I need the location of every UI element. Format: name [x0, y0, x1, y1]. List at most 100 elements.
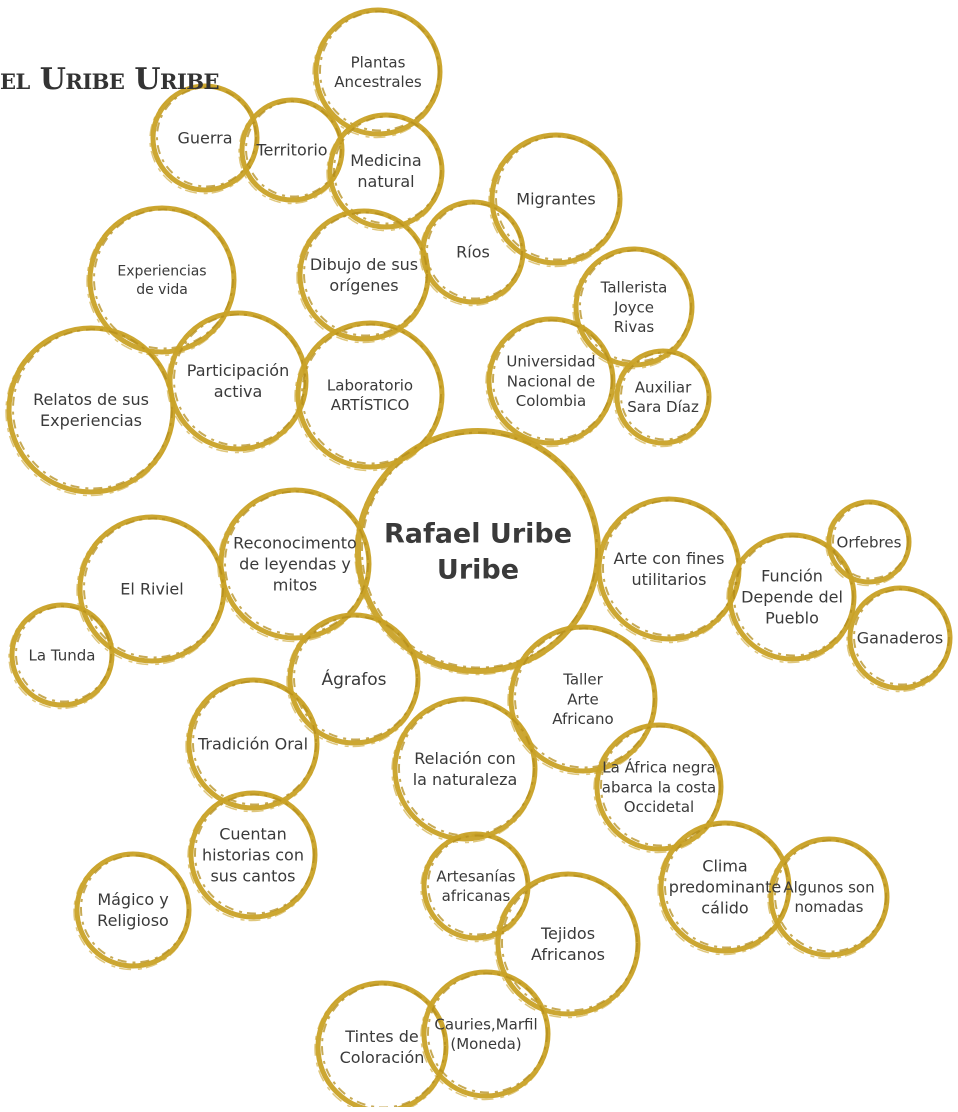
node-ring-universidad	[485, 316, 616, 448]
node-ring-funcion	[726, 532, 857, 664]
node-label-line: Ganaderos	[857, 629, 944, 648]
node-label-line: Relación con	[414, 749, 515, 768]
node-label-line: Joyce	[613, 298, 654, 316]
node-label-line: Artesanías	[436, 867, 515, 885]
node-label-line: Territorio	[255, 141, 327, 160]
node-ring-cuentan	[187, 790, 318, 922]
node-label-line: Medicina	[350, 151, 421, 170]
node-ring-tallerista	[572, 246, 695, 370]
node-label-line: natural	[357, 172, 414, 191]
node-label-line: Experiencias	[117, 264, 206, 280]
node-ring-tradicion	[185, 677, 320, 813]
node-label-guerra: Guerra	[177, 129, 232, 148]
node-label-line: Occidetal	[624, 798, 694, 816]
node-label-line: Reconocimento	[233, 533, 357, 552]
node-label-line: Cuentan	[219, 824, 287, 843]
node-label-line: historias con	[202, 846, 304, 865]
node-ring-auxiliar	[613, 348, 712, 448]
node-label-cuentan: Cuentan historias con sus cantos	[202, 824, 304, 885]
node-ring-migrantes	[488, 132, 623, 268]
node-ring-tunda	[8, 602, 115, 710]
node-label-line: Clima	[702, 856, 747, 875]
node-label-line: Función	[761, 566, 823, 585]
node-ring-cauries	[420, 969, 551, 1101]
node-label-line: La Tunda	[29, 646, 96, 664]
node-label-line: mitos	[273, 576, 317, 595]
node-label-line: orígenes	[329, 276, 398, 295]
node-label-relatos: Relatos de sus Experiencias	[33, 390, 149, 430]
node-label-relacion: Relación con la naturaleza	[413, 749, 518, 789]
node-label-line: Ríos	[456, 243, 490, 262]
node-ring-orfebres	[825, 499, 912, 587]
node-label-center: Rafael Uribe Uribe	[384, 519, 572, 586]
node-label-africa: La África negra abarca la costa Occidetal	[602, 757, 716, 816]
node-label-line: Guerra	[177, 129, 232, 148]
node-ring-experiencias	[86, 205, 237, 357]
node-label-line: Relatos de sus	[33, 390, 149, 409]
node-label-line: cálido	[701, 899, 748, 918]
node-label-line: abarca la costa	[602, 778, 716, 796]
node-ring-tejidos	[494, 871, 641, 1019]
node-label-line: La África negra	[602, 757, 715, 776]
node-label-cauries: Cauries,Marfil (Moneda)	[434, 1015, 537, 1053]
node-label-line: Tejidos	[540, 924, 595, 943]
node-label-line: Tradición Oral	[197, 735, 308, 754]
node-ring-relacion	[391, 696, 538, 844]
node-label-line: activa	[214, 382, 263, 401]
node-label-magico: Mágico y Religioso	[97, 890, 169, 930]
node-label-line: Laboratorio	[327, 376, 413, 394]
node-label-line: Universidad	[506, 352, 595, 370]
node-label-line: la naturaleza	[413, 770, 518, 789]
node-ring-taller	[507, 624, 658, 776]
node-label-line: Tintes de	[344, 1027, 418, 1046]
node-label-line: Orfebres	[837, 533, 902, 551]
node-label-line: Migrantes	[516, 190, 595, 209]
node-label-line: Tallerista	[600, 278, 668, 296]
node-label-line: Mágico y	[97, 890, 168, 909]
node-label-arte-fines: Arte con fines utilitarios	[614, 549, 725, 589]
node-ring-medicina	[326, 112, 445, 232]
node-label-line: Sara Díaz	[627, 398, 699, 416]
node-label-line: Taller	[562, 670, 603, 688]
node-label-line: Experiencias	[40, 411, 142, 430]
node-ring-territorio	[238, 97, 345, 205]
node-label-line: Ancestrales	[334, 73, 422, 91]
node-label-medicina: Medicina natural	[350, 151, 421, 191]
node-ring-ganaderos	[846, 585, 953, 693]
node-label-line: Pueblo	[765, 609, 819, 628]
node-label-line: predominante	[669, 878, 781, 897]
node-label-algunos: Algunos son nomadas	[783, 878, 874, 916]
node-ring-agrafos	[286, 612, 421, 748]
node-label-line: sus cantos	[210, 867, 295, 886]
node-label-auxiliar: Auxiliar Sara Díaz	[627, 378, 699, 416]
node-ring-clima	[657, 820, 792, 956]
node-label-funcion: Función Depende del Pueblo	[741, 566, 843, 627]
node-label-line: de leyendas y	[239, 555, 351, 574]
node-label-line: Uribe	[437, 554, 519, 585]
node-label-line: Ágrafos	[321, 668, 386, 690]
node-label-line: Africano	[552, 710, 613, 728]
node-label-ganaderos: Ganaderos	[857, 629, 944, 648]
node-label-line: Nacional de	[507, 372, 595, 390]
node-label-line: Algunos son	[783, 878, 874, 896]
node-label-dibujo: Dibujo de sus orígenes	[310, 255, 418, 295]
node-label-line: de vida	[136, 282, 188, 298]
node-label-line: Cauries,Marfil	[434, 1015, 537, 1033]
node-label-laboratorio: Laboratorio ARTÍSTICO	[327, 376, 413, 414]
node-label-line: Arte con fines	[614, 549, 725, 568]
node-label-line: Coloración	[340, 1048, 425, 1067]
node-ring-riviel	[76, 514, 227, 666]
node-label-line: Religioso	[97, 911, 169, 930]
node-label-tallerista: Tallerista Joyce Rivas	[600, 278, 668, 336]
node-ring-algunos	[767, 836, 890, 960]
node-ring-dibujo	[296, 208, 431, 344]
node-label-clima: Clima predominante cálido	[669, 856, 781, 917]
node-label-line: Arte	[567, 690, 599, 708]
node-ring-guerra	[149, 83, 260, 195]
ring-layer	[5, 7, 953, 1112]
node-label-artesanias: Artesanías africanas	[436, 867, 515, 905]
node-label-reconocimiento: Reconocimento de leyendas y mitos	[233, 533, 357, 594]
node-label-line: El Riviel	[120, 580, 183, 599]
node-ring-magico	[73, 851, 192, 971]
